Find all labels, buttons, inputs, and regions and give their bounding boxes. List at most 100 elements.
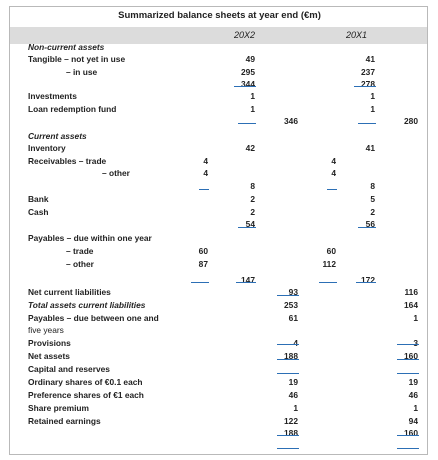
total-underline — [199, 189, 209, 190]
year-header-20x2: 20X2 — [234, 30, 256, 40]
row-label: Share premium — [28, 403, 89, 413]
row-value-s1: 4 — [331, 156, 336, 166]
total-underline — [354, 86, 376, 87]
row-label: Payables – due between one and — [28, 313, 159, 323]
total-underline — [277, 373, 299, 374]
row-label: Tangible – not yet in use — [28, 54, 126, 64]
row-value-b1: 1 — [413, 403, 418, 413]
row-value-b1: 19 — [408, 377, 418, 387]
total-underline — [277, 295, 299, 296]
row-value-b2: 188 — [284, 351, 298, 361]
total-underline — [327, 189, 337, 190]
row-value-b1: 160 — [404, 428, 418, 438]
total-underline — [358, 123, 376, 124]
row-value-b2: 188 — [284, 428, 298, 438]
total-underline — [319, 282, 337, 283]
total-underline — [191, 282, 209, 283]
row-value-a1: 278 — [361, 79, 375, 89]
row-value-b2: 1 — [293, 403, 298, 413]
total-underline — [358, 227, 376, 228]
row-label: – trade — [66, 246, 94, 256]
row-label: Net current liabilities — [28, 287, 111, 297]
total-underline — [277, 435, 299, 436]
row-label: Investments — [28, 91, 77, 101]
row-value-b1: 1 — [413, 313, 418, 323]
row-value-a2: 1 — [250, 91, 255, 101]
row-label: Receivables – trade — [28, 156, 107, 166]
row-value-b2: 122 — [284, 416, 298, 426]
row-label: Inventory — [28, 143, 66, 153]
row-value-a2: 2 — [250, 194, 255, 204]
row-value-b1: 116 — [404, 287, 418, 297]
row-value-a1: 2 — [370, 207, 375, 217]
row-value-s2: 60 — [198, 246, 208, 256]
year-header-band — [10, 27, 427, 44]
row-label: Non-current assets — [28, 42, 105, 52]
row-value-a2: 8 — [250, 181, 255, 191]
row-label: five years — [28, 325, 64, 335]
total-underline — [236, 282, 256, 283]
row-value-b2: 4 — [293, 338, 298, 348]
row-value-s1: 60 — [326, 246, 336, 256]
table-title: Summarized balance sheets at year end (€… — [118, 10, 321, 21]
row-value-a2: 147 — [241, 275, 255, 285]
row-label: Provisions — [28, 338, 71, 348]
row-value-a1: 41 — [365, 143, 375, 153]
total-underline — [238, 227, 256, 228]
row-value-a2: 49 — [245, 54, 255, 64]
row-value-s2: 4 — [203, 156, 208, 166]
row-value-a1: 1 — [370, 104, 375, 114]
row-value-b2: 46 — [288, 390, 298, 400]
row-value-a1: 8 — [370, 181, 375, 191]
row-label: Loan redemption fund — [28, 104, 117, 114]
row-value-b2: 93 — [288, 287, 298, 297]
total-underline — [238, 123, 256, 124]
total-underline — [397, 359, 419, 360]
row-value-a1: 172 — [361, 275, 375, 285]
row-value-a1: 237 — [361, 67, 375, 77]
row-label: – in use — [66, 67, 98, 77]
year-header-20x1: 20X1 — [346, 30, 368, 40]
row-label: Cash — [28, 207, 49, 217]
total-underline — [277, 359, 299, 360]
row-value-b1: 164 — [404, 300, 418, 310]
row-value-s2: 87 — [198, 259, 208, 269]
row-value-a1: 41 — [365, 54, 375, 64]
row-value-b2: 253 — [284, 300, 298, 310]
row-value-a2: 42 — [245, 143, 255, 153]
row-value-s1: 4 — [331, 168, 336, 178]
row-label: Total assets current liabilities — [28, 300, 146, 310]
row-label: Net assets — [28, 351, 70, 361]
row-value-a2: 1 — [250, 104, 255, 114]
row-value-b1: 280 — [404, 116, 418, 126]
balance-sheet-table: Summarized balance sheets at year end (€… — [9, 6, 428, 455]
row-label: Payables – due within one year — [28, 233, 152, 243]
row-value-a1: 56 — [365, 219, 375, 229]
row-value-b2: 19 — [288, 377, 298, 387]
total-underline — [397, 373, 419, 374]
row-value-b1: 3 — [413, 338, 418, 348]
total-underline — [397, 344, 419, 345]
row-value-a2: 54 — [245, 219, 255, 229]
total-underline — [234, 86, 256, 87]
row-label: Current assets — [28, 131, 87, 141]
total-underline — [277, 448, 299, 449]
row-value-b2: 346 — [284, 116, 298, 126]
row-label: Ordinary shares of €0.1 each — [28, 377, 143, 387]
row-value-b1: 46 — [408, 390, 418, 400]
row-label: Bank — [28, 194, 49, 204]
row-value-a2: 295 — [241, 67, 255, 77]
row-label: – other — [102, 168, 130, 178]
row-value-s1: 112 — [322, 259, 336, 269]
total-underline — [277, 344, 299, 345]
total-underline — [397, 435, 419, 436]
row-label: Preference shares of €1 each — [28, 390, 144, 400]
total-underline — [356, 282, 376, 283]
row-value-a1: 5 — [370, 194, 375, 204]
row-value-b2: 61 — [288, 313, 298, 323]
row-value-a2: 344 — [241, 79, 255, 89]
total-underline — [397, 448, 419, 449]
row-label: Capital and reserves — [28, 364, 110, 374]
row-label: Retained earnings — [28, 416, 101, 426]
row-value-a2: 2 — [250, 207, 255, 217]
